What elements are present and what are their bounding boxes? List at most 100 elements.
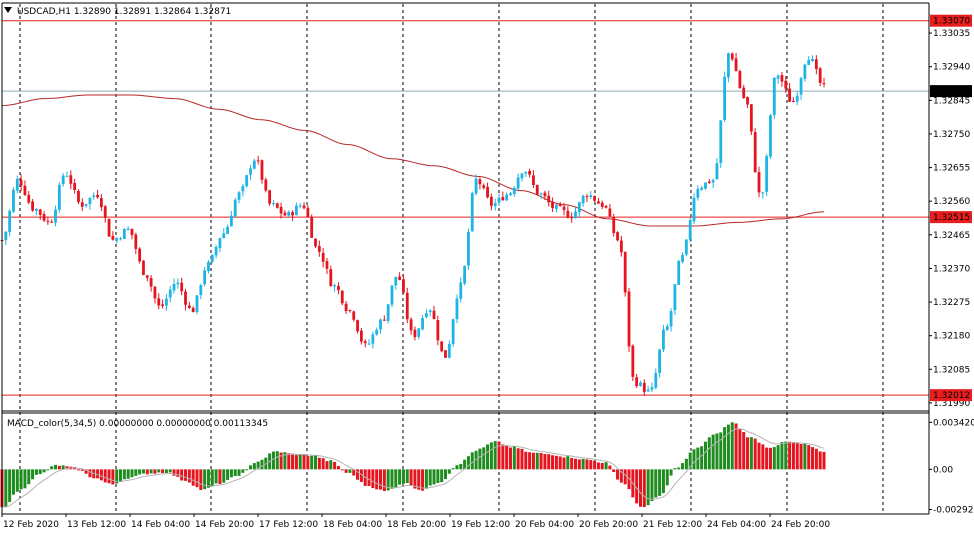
macd-bar xyxy=(768,447,772,470)
candle-body xyxy=(753,132,757,173)
macd-bar xyxy=(703,441,707,470)
macd-bar xyxy=(340,469,344,471)
macd-bar xyxy=(661,469,665,494)
candle-body xyxy=(306,207,310,217)
time-label: 24 Feb 20:00 xyxy=(771,520,830,530)
macd-bar xyxy=(34,469,38,475)
mid-level-tag: 1.32515 xyxy=(933,213,970,223)
time-label: 20 Feb 20:00 xyxy=(579,520,638,530)
candle-body xyxy=(268,190,272,204)
macd-bar xyxy=(749,437,753,470)
macd-bar xyxy=(4,469,8,507)
macd-bar xyxy=(455,465,459,470)
candle-body xyxy=(547,195,551,203)
macd-bar xyxy=(589,460,593,470)
candle-body xyxy=(711,180,715,183)
candle-body xyxy=(742,87,746,98)
candle-body xyxy=(665,326,669,331)
candle-body xyxy=(727,53,730,78)
macd-bar xyxy=(256,461,260,470)
macd-bar xyxy=(646,469,650,506)
candle-body xyxy=(222,233,226,238)
candle-body xyxy=(639,382,642,386)
macd-bar xyxy=(119,469,123,482)
candle-body xyxy=(256,160,260,162)
macd-bar xyxy=(344,469,348,473)
candlestick-series xyxy=(0,52,826,396)
macd-bar xyxy=(409,469,413,486)
candle-body xyxy=(172,283,176,291)
candle-body xyxy=(662,329,665,350)
candle-body xyxy=(314,238,317,247)
candle-body xyxy=(719,120,723,163)
candle-body xyxy=(69,175,73,184)
macd-bar xyxy=(226,469,230,480)
candle-body xyxy=(604,206,608,208)
triangle-down-icon[interactable] xyxy=(4,7,12,13)
macd-bar xyxy=(180,469,184,481)
macd-bar xyxy=(608,465,612,470)
candle-body xyxy=(642,382,646,392)
candle-body xyxy=(554,204,558,210)
candle-body xyxy=(551,201,554,208)
candle-body xyxy=(715,163,719,180)
macd-bar xyxy=(665,469,669,486)
macd-bar xyxy=(107,469,111,484)
candle-body xyxy=(54,209,57,223)
macd-bar xyxy=(577,459,581,470)
macd-bar xyxy=(103,469,107,483)
candle-body xyxy=(176,282,180,285)
macd-bar xyxy=(692,449,696,470)
macd-bar xyxy=(669,469,673,476)
candle-body xyxy=(623,251,627,293)
candle-body xyxy=(646,389,650,392)
macd-bar xyxy=(371,469,375,489)
macd-bar xyxy=(367,469,371,487)
candle-body xyxy=(252,160,256,169)
candle-body xyxy=(65,175,69,177)
macd-bar xyxy=(539,453,543,470)
time-label: 14 Feb 04:00 xyxy=(131,520,190,530)
candle-body xyxy=(799,78,803,95)
macd-bar xyxy=(229,469,233,478)
lower-level-tag-bg xyxy=(930,389,972,402)
candle-body xyxy=(115,238,119,241)
candle-body xyxy=(27,194,31,203)
macd-bar xyxy=(562,457,566,470)
candle-body xyxy=(700,187,704,190)
candle-body xyxy=(195,295,199,313)
macd-bar xyxy=(145,469,149,475)
candle-body xyxy=(600,202,604,207)
candle-body xyxy=(478,179,482,185)
macd-bar xyxy=(658,469,662,496)
macd-bar xyxy=(585,459,589,470)
macd-bar xyxy=(321,458,325,470)
macd-bar xyxy=(715,433,719,470)
macd-bar xyxy=(486,444,490,470)
candle-body xyxy=(203,270,207,285)
macd-bar xyxy=(214,469,218,484)
candle-body xyxy=(180,282,184,292)
candle-body xyxy=(352,311,356,320)
macd-bar xyxy=(199,469,203,491)
candle-body xyxy=(153,286,157,299)
macd-bar xyxy=(738,428,742,470)
candle-body xyxy=(730,53,734,60)
candle-body xyxy=(524,171,528,174)
macd-bar xyxy=(604,462,608,470)
macd-bar xyxy=(520,448,524,470)
candle-body xyxy=(784,80,788,89)
macd-signal-line xyxy=(1,428,825,508)
candle-body xyxy=(424,313,428,318)
macd-bar xyxy=(283,452,287,470)
candle-body xyxy=(92,195,96,197)
candle-body xyxy=(608,208,612,217)
candle-body xyxy=(363,341,367,344)
macd-bar xyxy=(390,469,394,489)
macd-bar xyxy=(619,469,623,483)
candle-body xyxy=(138,248,142,262)
macd-bar xyxy=(275,451,279,470)
candle-body xyxy=(84,203,88,206)
macd-bar xyxy=(470,452,474,470)
